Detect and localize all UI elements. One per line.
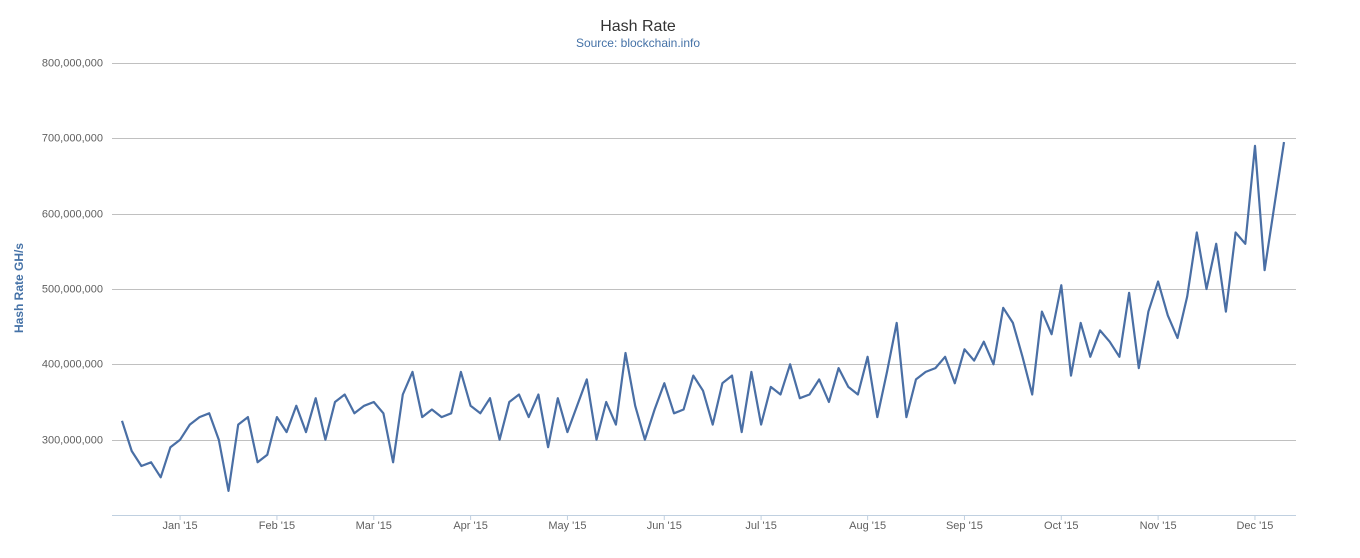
y-tick-label: 500,000,000 [42, 283, 103, 295]
x-tick-label: Feb '15 [259, 520, 295, 532]
chart-subtitle: Source: blockchain.info [576, 36, 700, 50]
x-tick-label: Dec '15 [1236, 520, 1273, 532]
y-tick-label: 600,000,000 [42, 208, 103, 220]
y-tick-label: 700,000,000 [42, 132, 103, 144]
x-tick-label: Jan '15 [163, 520, 198, 532]
x-tick-label: Sep '15 [946, 520, 983, 532]
x-tick-label: Jul '15 [745, 520, 776, 532]
x-tick-label: Oct '15 [1044, 520, 1079, 532]
x-tick-label: Nov '15 [1140, 520, 1177, 532]
y-tick-label: 800,000,000 [42, 57, 103, 69]
x-tick-label: Mar '15 [356, 520, 392, 532]
hash-rate-line [120, 141, 1286, 492]
x-tick-label: Aug '15 [849, 520, 886, 532]
chart-title: Hash Rate [600, 18, 676, 35]
x-tick-label: May '15 [548, 520, 586, 532]
x-tick-label: Apr '15 [453, 520, 488, 532]
x-tick-label: Jun '15 [647, 520, 682, 532]
y-tick-label: 300,000,000 [42, 434, 103, 446]
y-tick-label: 400,000,000 [42, 358, 103, 370]
y-axis-label: Hash Rate GH/s [12, 243, 26, 333]
